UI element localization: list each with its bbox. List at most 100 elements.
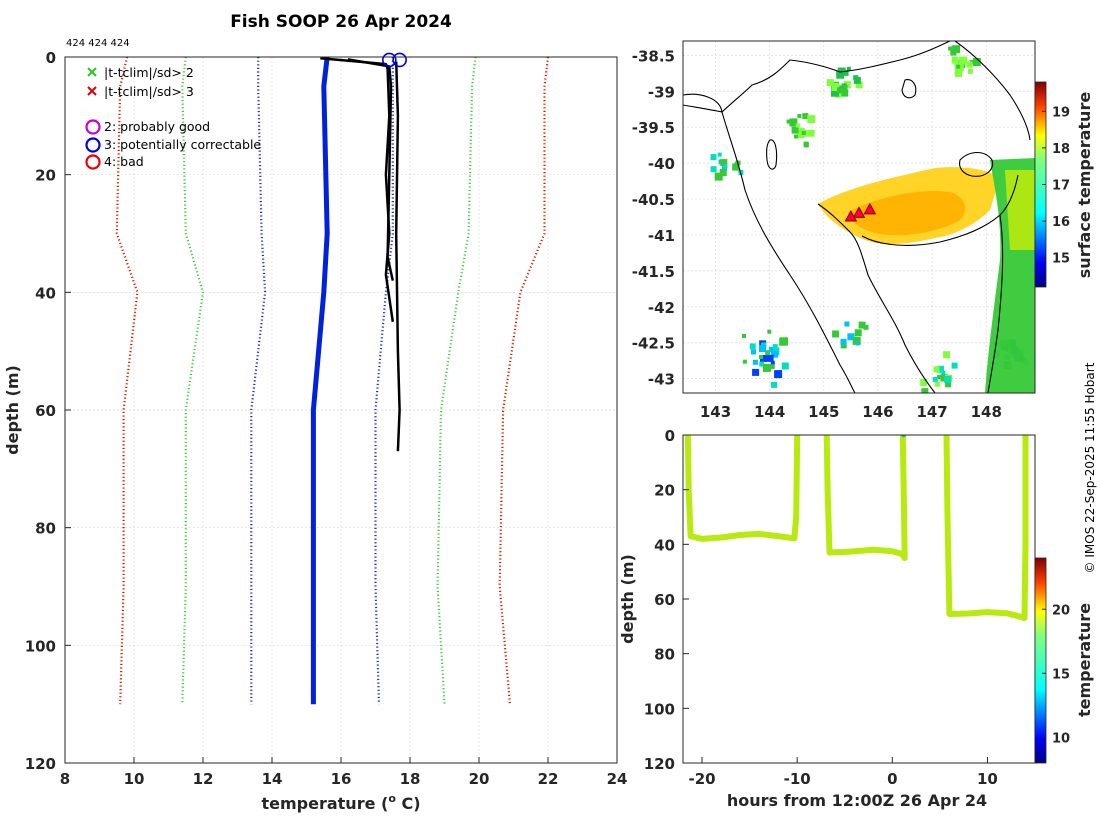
sst-pixel — [959, 56, 968, 65]
sst-pixel — [765, 350, 771, 356]
section-y-tick-label: 100 — [644, 700, 675, 718]
profile-series-profile-3 — [394, 61, 401, 452]
sst-pixel — [933, 366, 940, 373]
sst-pixel — [945, 381, 952, 388]
section-surface-point — [901, 435, 907, 438]
sst-pixel — [852, 336, 861, 345]
profile-y-ticks: 0 20 40 60 80 100 120 — [25, 49, 71, 773]
sst-pixel — [954, 61, 959, 66]
map-cb-tick-label: 18 — [1052, 142, 1070, 157]
profile-series-clim-mean — [310, 57, 330, 705]
section-series-group — [684, 435, 1029, 622]
sst-pixel — [720, 159, 728, 167]
legend-label-sd2: |t-tclim|/sd> 2 — [104, 65, 194, 80]
sst-pixel — [732, 163, 740, 171]
sst-pixel — [966, 61, 973, 68]
map-lat-tick-label: -39 — [648, 83, 675, 101]
legend-label-flag3: 3: potentially correctable — [104, 137, 261, 152]
figure-title: Fish SOOP 26 Apr 2024 — [230, 12, 452, 32]
map-lat-tick-label: -38.5 — [632, 47, 675, 65]
map-cb-tick-label: 17 — [1052, 179, 1070, 194]
profile-y-tick-label: 120 — [25, 755, 56, 773]
sst-pixel — [921, 388, 929, 393]
legend-label-sd3: |t-tclim|/sd> 3 — [104, 84, 194, 99]
profile-x-tick-label: 24 — [607, 770, 628, 788]
map-lon-tick-label: 148 — [971, 403, 1002, 421]
section-y-ticks: 0 20 40 60 80 100 120 — [644, 427, 689, 773]
bass-strait-core — [848, 190, 966, 236]
sst-pixel — [779, 337, 788, 346]
section-x-tick-label: 10 — [977, 770, 998, 788]
sst-pixel — [759, 361, 765, 367]
wilsons-prom — [901, 79, 917, 99]
profile-x-tick-label: 18 — [400, 770, 421, 788]
legend-circle-blue — [85, 137, 101, 153]
sst-pixel — [855, 341, 860, 346]
legend-label-flag2: 2: probably good — [104, 119, 210, 134]
profile-x-tick-label: 16 — [331, 770, 352, 788]
map-cb-tick-label: 19 — [1052, 105, 1070, 120]
sst-pixel — [837, 87, 843, 94]
profile-series-clim-1sd — [374, 57, 394, 705]
sst-pixel — [766, 354, 774, 362]
flinders-island — [959, 151, 994, 177]
map-lat-tick-label: -40.5 — [632, 191, 675, 209]
sst-pixel — [941, 371, 946, 375]
profile-y-tick-label: 80 — [35, 520, 56, 538]
map-cb-tick-label: 15 — [1052, 252, 1070, 267]
sst-pixel — [853, 76, 861, 84]
map-lat-tick-label: -40 — [648, 155, 675, 173]
sst-pixel — [772, 344, 778, 350]
sst-pixel — [951, 56, 959, 64]
sst-pixel — [955, 69, 962, 77]
sst-pixel — [846, 66, 851, 71]
section-cb-tick-label: 15 — [1052, 667, 1070, 682]
profile-series-clim-1sd — [250, 57, 267, 705]
sst-pixel — [832, 330, 840, 338]
sst-pixel — [723, 164, 728, 169]
section-x-ticks: -20 -10 0 10 — [688, 757, 998, 788]
sst-pixel — [807, 129, 815, 137]
sst-pixel — [767, 329, 772, 334]
section-x-label: hours from 12:00Z 26 Apr 24 — [727, 791, 987, 810]
tasmania-east-coast — [987, 214, 1004, 393]
legend-entry-sd2: |t-tclim|/sd> 2 — [87, 65, 194, 80]
sst-pixel — [717, 152, 722, 157]
map-lon-tick-label: 143 — [700, 403, 731, 421]
sst-pixel — [853, 75, 859, 81]
sst-pixel — [770, 364, 775, 369]
section-y-tick-label: 40 — [654, 536, 675, 554]
sst-pixel — [943, 351, 951, 359]
sst-pixel — [831, 83, 840, 91]
section-y-tick-label: 20 — [654, 482, 675, 500]
sst-pixel — [720, 169, 726, 175]
sst-pixel — [801, 130, 806, 135]
sst-pixel — [948, 46, 953, 51]
sst-pixel — [841, 89, 849, 97]
sst-pixel — [771, 381, 777, 388]
profile-x-tick-label: 14 — [262, 770, 283, 788]
profile-y-tick-label: 0 — [46, 49, 56, 67]
section-x-tick-label: -10 — [784, 770, 811, 788]
profile-x-tick-label: 8 — [60, 770, 70, 788]
map-lat-tick-label: -41.5 — [632, 263, 675, 281]
legend-x-marker-red — [87, 86, 97, 96]
sst-pixel — [742, 334, 746, 338]
sst-pixel — [863, 324, 869, 330]
section-y-tick-label: 120 — [644, 755, 675, 773]
profile-x-tick-label: 22 — [538, 770, 559, 788]
map-x-ticks: 143 144 145 146 147 148 — [700, 403, 1002, 421]
sst-pixel — [710, 166, 717, 173]
sst-pixel — [944, 375, 952, 383]
sst-pixel — [771, 350, 779, 358]
sst-pixel — [937, 365, 944, 373]
section-tow-2 — [823, 435, 908, 561]
section-x-tick-label: -20 — [688, 770, 715, 788]
sst-pixel — [956, 64, 961, 69]
track-marker — [863, 202, 877, 215]
section-cb-tick-label: 20 — [1052, 603, 1070, 618]
section-y-tick-label: 80 — [654, 646, 675, 664]
sst-pixel — [807, 115, 816, 124]
legend-label-flag4: 4: bad — [104, 154, 144, 169]
profile-y-label: depth (m) — [3, 365, 22, 455]
